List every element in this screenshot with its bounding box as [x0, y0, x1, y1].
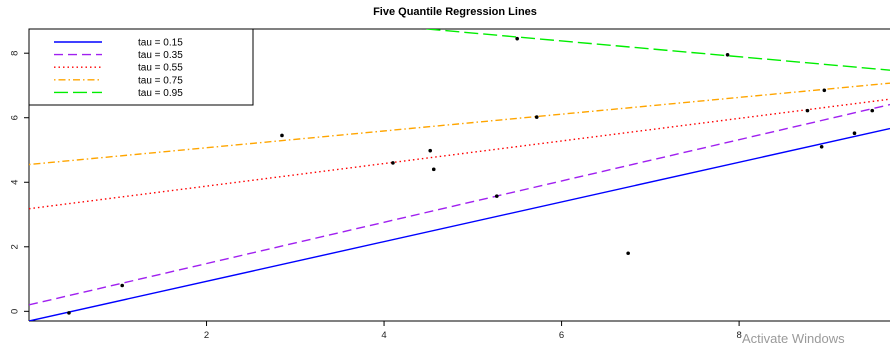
data-point: [67, 311, 71, 315]
regression-line: [29, 103, 890, 306]
legend-label: tau = 0.75: [138, 75, 183, 86]
x-tick-label: 6: [559, 330, 564, 341]
regression-lines: [29, 29, 890, 321]
legend-label: tau = 0.55: [138, 63, 183, 74]
data-point: [431, 167, 436, 172]
data-point: [120, 283, 125, 288]
x-tick-label: 8: [736, 330, 741, 341]
data-point: [534, 115, 539, 119]
data-point: [819, 144, 824, 149]
y-tick-label: 6: [9, 115, 20, 120]
regression-line: [29, 82, 890, 166]
data-point: [428, 148, 433, 153]
watermark-text: Activate Windows: [742, 331, 845, 346]
data-point: [822, 88, 827, 93]
data-point: [626, 251, 630, 256]
data-point: [494, 194, 499, 198]
data-point: [870, 108, 875, 113]
data-point: [805, 108, 810, 113]
data-points: [67, 36, 875, 315]
y-tick-label: 2: [9, 244, 20, 249]
y-tick-label: 8: [9, 51, 20, 56]
x-tick-label: 2: [204, 330, 209, 341]
data-point: [725, 53, 730, 57]
data-point: [852, 131, 857, 136]
x-tick-label: 4: [381, 330, 386, 341]
legend-label: tau = 0.35: [138, 50, 183, 61]
data-point: [391, 161, 395, 165]
legend-label: tau = 0.15: [138, 38, 183, 49]
legend-label: tau = 0.95: [138, 88, 183, 99]
y-tick-label: 4: [9, 180, 20, 185]
regression-line: [29, 127, 890, 321]
y-tick-label: 0: [9, 309, 20, 314]
data-point: [515, 36, 519, 41]
regression-line: [29, 98, 890, 210]
data-point: [280, 133, 284, 138]
chart-title: Five Quantile Regression Lines: [373, 6, 537, 18]
